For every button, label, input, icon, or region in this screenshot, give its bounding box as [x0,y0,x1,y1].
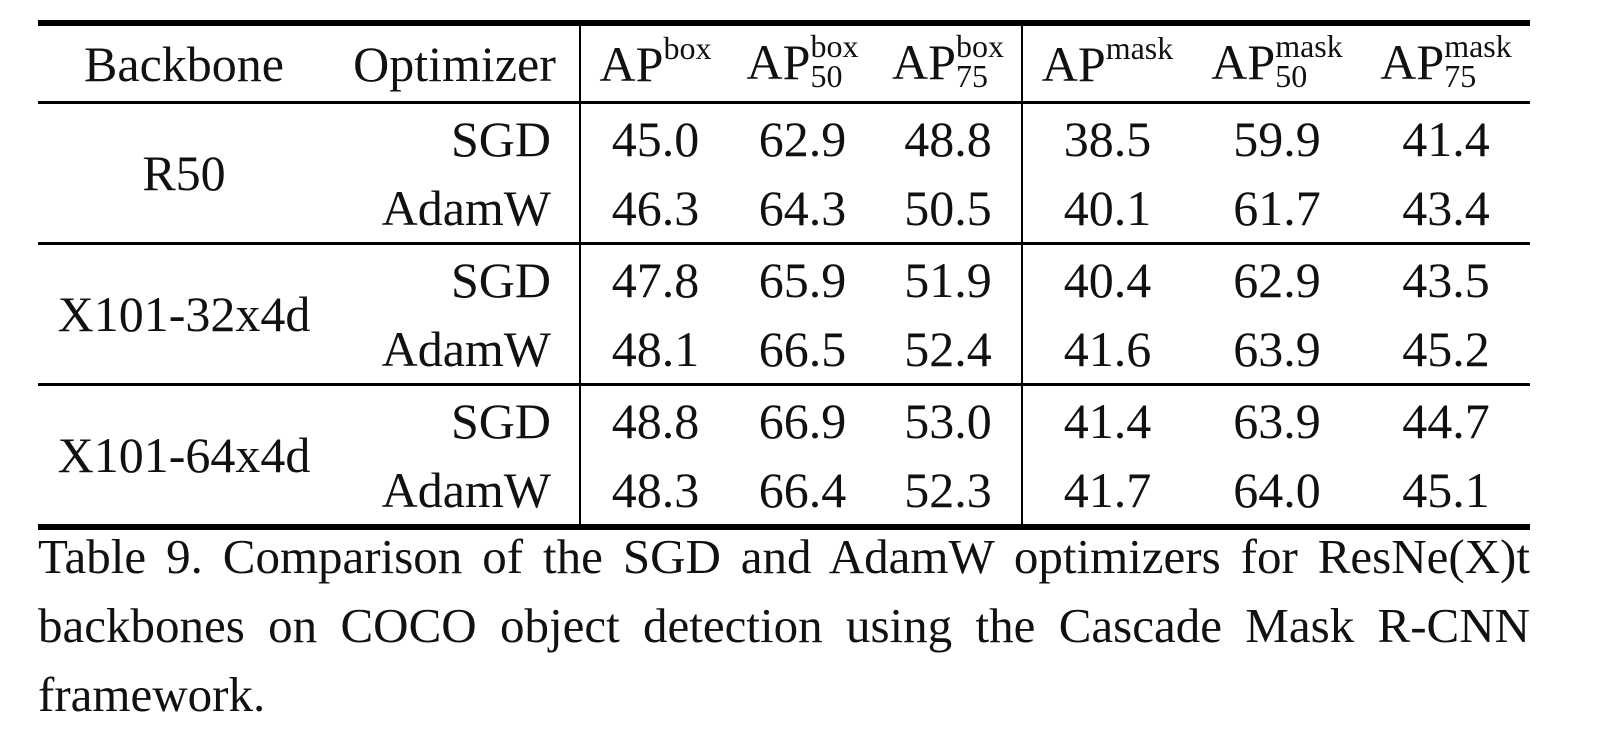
value-cell: 59.9 [1192,101,1362,173]
value-cell: 65.9 [730,242,875,314]
optimizer-cell: AdamW [381,320,551,377]
metric-sub: 50 [810,57,843,94]
value-cell: 43.5 [1362,242,1530,314]
value-cell: 66.4 [730,455,875,530]
value-cell: 40.1 [1021,173,1192,244]
value-cell: 51.9 [875,242,1022,314]
value-cell: 45.0 [579,101,730,173]
table-row: AdamW 48.3 66.4 52.3 41.7 64.0 45.1 [38,455,1530,530]
metric-scripts: mask 75 [1444,27,1512,94]
results-table: Backbone Optimizer AP box AP box 50 AP box 75 AP ma… [38,20,1530,530]
value-cell: 48.8 [579,383,730,455]
table-body: R50 SGD 45.0 62.9 48.8 38.5 59.9 41.4 AdamW 46.3 6… [38,101,1530,530]
value-cell: 48.8 [875,101,1022,173]
metric-header: AP mask [1021,20,1192,104]
metric-sup: mask [1275,27,1343,64]
metric-sup: mask [1444,27,1512,64]
value-cell: 66.9 [730,383,875,455]
value-cell: 48.3 [579,455,730,530]
metric-main: AP [1380,33,1445,90]
metric-sup: box [955,27,1004,64]
optimizer-cell: AdamW [381,179,551,236]
value-cell: 53.0 [875,383,1022,455]
caption: Table 9. Comparison of the SGD and AdamW… [38,529,1530,722]
value-cell: 47.8 [579,242,730,314]
backbone-cell: X101-32x4d [38,242,330,385]
metric-scripts: mask 50 [1275,27,1343,94]
header-row: Backbone Optimizer AP box AP box 50 AP box 75 AP ma… [38,20,1530,104]
value-cell: 52.3 [875,455,1022,530]
metric-header: AP mask 50 [1192,20,1362,104]
table-row: X101-64x4d SGD 48.8 66.9 53.0 41.4 63.9 44.7 [38,383,1530,530]
table-row: R50 SGD 45.0 62.9 48.8 38.5 59.9 41.4 [38,101,1530,244]
metric-header: AP box [579,20,730,104]
value-cell: 38.5 [1021,101,1192,173]
table-row: X101-32x4d SGD 47.8 65.9 51.9 40.4 62.9 43.5 [38,242,1530,385]
metric-sup: box [663,29,712,66]
value-cell: 45.1 [1362,455,1530,530]
table-row: AdamW 48.1 66.5 52.4 41.6 63.9 45.2 [38,314,1530,385]
value-cell: 40.4 [1021,242,1192,314]
column-header: Optimizer [330,20,580,104]
value-cell: 62.9 [1192,242,1362,314]
value-cell: 45.2 [1402,320,1490,377]
metric-main: AP [1041,35,1106,92]
metric-header: AP box 50 [730,20,875,104]
metric-scripts: box [663,29,712,66]
value-cell: 41.4 [1021,383,1192,455]
metric-main: AP [599,35,664,92]
metric-main: AP [1211,33,1276,90]
metric-sup: mask [1105,29,1174,66]
table-row: AdamW 46.3 64.3 50.5 40.1 61.7 43.4 [38,173,1530,244]
backbone-cell: R50 [38,101,330,244]
metric-scripts: box 50 [810,27,859,94]
value-cell: 46.3 [579,173,730,244]
value-cell: 63.9 [1192,383,1362,455]
value-cell: 64.3 [758,179,847,236]
backbone-cell: X101-64x4d [38,383,330,530]
column-header: Backbone [38,20,330,104]
value-cell: 64.0 [1192,455,1362,530]
optimizer-cell: SGD [330,383,580,455]
value-cell: 61.7 [1233,179,1321,236]
metric-scripts: box 75 [955,27,1004,94]
value-cell: 48.1 [579,314,730,385]
value-cell: 50.5 [904,179,992,236]
metric-header: AP mask 75 [1362,20,1530,104]
metric-scripts: mask [1105,29,1174,66]
metric-sup: box [810,27,859,64]
value-cell: 41.6 [1021,314,1192,385]
metric-sub: 75 [955,57,988,94]
optimizer-cell: AdamW [330,455,580,530]
value-cell: 66.5 [758,320,847,377]
value-cell: 43.4 [1402,179,1490,236]
value-cell: 63.9 [1233,320,1321,377]
metric-header: AP box 75 [875,20,1022,104]
metric-sub: 75 [1444,57,1477,94]
value-cell: 44.7 [1362,383,1530,455]
value-cell: 62.9 [730,101,875,173]
metric-sub: 50 [1275,57,1308,94]
value-cell: 41.7 [1021,455,1192,530]
value-cell: 41.4 [1362,101,1530,173]
metric-main: AP [892,33,956,90]
value-cell: 52.4 [904,320,992,377]
optimizer-cell: SGD [330,242,580,314]
metric-main: AP [746,33,811,90]
optimizer-cell: SGD [330,101,580,173]
